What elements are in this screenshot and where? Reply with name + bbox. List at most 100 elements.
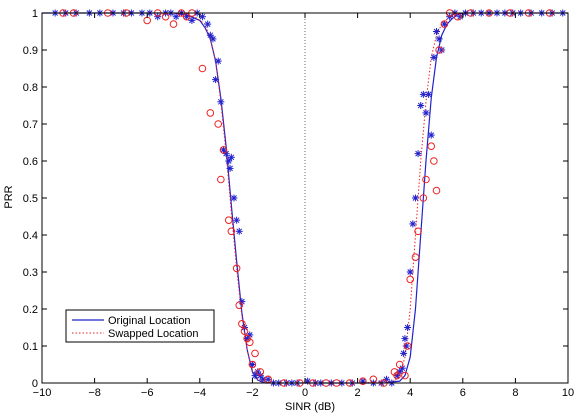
original-location-point <box>209 35 217 43</box>
swapped-location-point <box>198 64 207 73</box>
asterisk-stroke <box>412 195 419 201</box>
swapped-location-point <box>238 320 246 328</box>
original-location-point <box>235 227 243 235</box>
original-location-point <box>411 194 419 202</box>
y-tick-label: 0.6 <box>23 156 38 168</box>
original-location-point <box>433 28 440 35</box>
asterisk-stroke <box>210 36 216 42</box>
original-location-point <box>400 349 408 357</box>
original-location-point <box>425 90 433 98</box>
swapped-location-point <box>224 216 233 224</box>
original-location-point <box>212 76 220 84</box>
asterisk-stroke <box>428 132 435 138</box>
original-location-point <box>401 335 409 343</box>
asterisk-stroke <box>396 369 403 375</box>
original-location-point <box>409 220 417 228</box>
original-location-point <box>206 31 214 39</box>
asterisk-stroke <box>212 76 219 83</box>
x-axis-label: SINR (dB) <box>285 401 335 413</box>
original-location-point <box>183 13 191 21</box>
asterisk-stroke <box>223 150 229 157</box>
original-location-point <box>172 13 180 21</box>
asterisk-stroke <box>207 32 214 39</box>
swapped-location-point <box>206 109 215 117</box>
y-tick-label: 0.2 <box>23 304 38 316</box>
x-tick-label: 10 <box>562 387 574 399</box>
swapped-location-point <box>214 120 223 128</box>
asterisk-stroke <box>239 298 245 305</box>
swapped-location-point <box>235 301 244 310</box>
asterisk-stroke <box>254 369 261 375</box>
swapped-location-point <box>411 253 420 262</box>
swapped-location-point <box>232 264 241 273</box>
swapped-location-point <box>422 175 430 184</box>
asterisk-stroke <box>244 335 250 342</box>
original-location-point <box>204 20 212 28</box>
y-tick-label: 1 <box>32 8 38 20</box>
axes: −10 −8 −6 −4 −2 0 2 4 6 8 10 0 0.1 0.2 0.3 0.4 0.5 0.6 0.7… <box>23 8 574 399</box>
asterisk-stroke <box>252 372 258 379</box>
x-tick-label: 2 <box>355 387 361 399</box>
y-tick-label: 0.5 <box>23 193 38 205</box>
y-axis-label: PRR <box>3 185 15 208</box>
asterisk-stroke <box>457 13 464 20</box>
y-tick-label: 0.3 <box>23 267 38 279</box>
original-location-point <box>259 375 267 383</box>
swapped-location-point <box>395 360 404 369</box>
asterisk-stroke <box>433 28 440 35</box>
asterisk-stroke <box>394 372 400 379</box>
swapped-location-point <box>245 338 254 347</box>
asterisk-stroke <box>431 54 437 61</box>
asterisk-stroke <box>220 147 227 153</box>
x-tick-label: −2 <box>246 387 259 399</box>
asterisk-stroke <box>246 332 253 338</box>
swapped-location-point <box>440 20 449 28</box>
original-location-point <box>233 216 241 224</box>
swapped-location-point <box>169 20 178 28</box>
asterisk-stroke <box>383 376 390 383</box>
original-location-point <box>226 164 234 172</box>
legend-original-label: Original Location <box>108 315 191 327</box>
asterisk-stroke <box>189 17 195 24</box>
swapped-location-point <box>240 327 249 336</box>
swapped-location-point <box>432 186 441 195</box>
asterisk-stroke <box>417 102 424 109</box>
original-location-point <box>440 20 448 28</box>
asterisk-stroke <box>231 195 237 201</box>
asterisk-stroke <box>409 221 416 227</box>
y-tick-label: 0.4 <box>23 230 38 242</box>
original-location-point <box>264 375 272 383</box>
original-location-point <box>435 35 443 43</box>
legend-swapped-label: Swapped Location <box>108 328 199 340</box>
x-tick-label: −8 <box>88 387 101 399</box>
legend-box <box>65 309 215 343</box>
asterisk-stroke <box>204 21 211 27</box>
y-tick-label: 0.8 <box>23 82 38 94</box>
asterisk-stroke <box>438 47 445 53</box>
swapped-location-point <box>427 142 436 150</box>
swapped-location-point <box>248 360 257 369</box>
asterisk-stroke <box>415 150 421 157</box>
y-tick-label: 0 <box>32 378 38 390</box>
x-tick-label: 0 <box>302 387 308 399</box>
swapped-location-point <box>393 371 401 380</box>
swapped-location-point <box>435 46 443 54</box>
x-tick-label: 4 <box>407 387 413 399</box>
legend: Original Location Swapped Location <box>65 309 215 343</box>
asterisk-stroke <box>420 91 427 98</box>
asterisk-stroke <box>199 13 206 20</box>
asterisk-stroke <box>183 13 190 20</box>
swapped-location-point <box>406 275 415 284</box>
x-tick-label: −10 <box>33 387 52 399</box>
asterisk-stroke <box>217 98 224 105</box>
asterisk-stroke <box>233 217 240 224</box>
swapped-location-point <box>227 227 236 236</box>
asterisk-stroke <box>425 91 432 98</box>
y-tick-label: 0.1 <box>23 341 38 353</box>
asterisk-stroke <box>228 154 235 161</box>
swapped-location-point <box>419 194 428 202</box>
x-tick-label: −4 <box>194 387 207 399</box>
asterisk-stroke <box>407 269 414 275</box>
